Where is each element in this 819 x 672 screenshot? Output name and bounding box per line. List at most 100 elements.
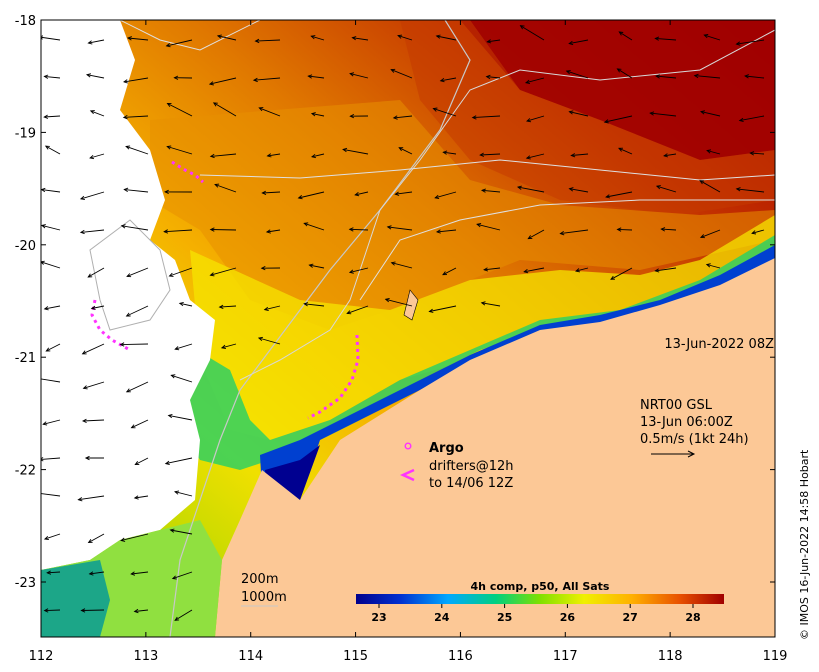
current-vector-head — [442, 150, 448, 155]
current-vector — [82, 343, 105, 355]
current-vector — [126, 267, 149, 277]
map-frame — [40, 19, 776, 638]
current-vector — [41, 378, 61, 383]
current-vector — [606, 191, 633, 198]
current-vector — [736, 39, 765, 45]
current-vector-head — [43, 74, 49, 79]
current-vector — [569, 188, 589, 193]
current-vector — [355, 191, 369, 196]
current-vector — [210, 229, 237, 231]
current-vector — [399, 147, 413, 155]
isobath-line — [359, 199, 775, 301]
current-vector — [41, 189, 61, 193]
current-vector-head — [519, 25, 525, 30]
current-vector-head — [744, 74, 749, 79]
current-vector-head — [390, 68, 396, 73]
current-vector-head — [77, 497, 83, 502]
argo-marker-icon — [404, 442, 412, 450]
current-vector — [121, 225, 149, 231]
current-vector — [343, 148, 369, 155]
current-vector — [476, 223, 501, 231]
current-vector — [123, 115, 149, 118]
isobath-line — [89, 219, 171, 331]
current-vector — [88, 39, 105, 44]
current-vector-head — [649, 111, 655, 116]
current-vector-head — [37, 377, 41, 381]
current-vector-head — [89, 110, 95, 115]
current-vector — [264, 305, 281, 311]
current-vector — [126, 305, 149, 317]
current-vector-head — [130, 424, 136, 429]
current-vector-head — [386, 225, 392, 230]
colorbar-tick-label: 27 — [623, 611, 638, 624]
current-vector-head — [655, 74, 661, 79]
current-vector — [174, 609, 193, 621]
current-vector-head — [570, 153, 576, 158]
current-vector-head — [307, 74, 313, 79]
southwest-cool-patch — [41, 560, 110, 637]
argo-label: Argo — [429, 441, 464, 456]
current-vector-head — [41, 457, 44, 462]
current-vector — [704, 34, 721, 41]
current-vector-head — [559, 231, 565, 236]
current-vector-head — [123, 79, 128, 84]
current-vector-head — [524, 79, 530, 84]
current-vector — [569, 39, 589, 45]
current-vector-head — [476, 223, 482, 228]
current-vector — [433, 108, 457, 117]
current-vector — [259, 107, 281, 117]
current-vector-head — [749, 151, 755, 156]
current-vector-head — [80, 608, 86, 613]
current-vector-head — [220, 344, 226, 349]
current-vector — [167, 146, 193, 155]
current-vector — [168, 414, 193, 421]
current-vector — [41, 261, 61, 269]
current-vector — [134, 609, 149, 612]
current-vector — [480, 153, 501, 156]
current-vector-head — [43, 535, 49, 541]
current-vector-head — [119, 342, 125, 347]
current-vector-head — [354, 192, 360, 197]
current-vector-head — [565, 70, 571, 75]
current-vector — [486, 76, 501, 79]
current-vector-head — [439, 78, 445, 83]
current-vector — [311, 153, 325, 158]
current-vector-head — [693, 73, 699, 79]
credit-text: © IMOS 16-Jun-2022 14:58 Hobart — [798, 449, 811, 640]
current-vector — [210, 153, 237, 157]
island — [403, 289, 419, 321]
current-vector — [120, 533, 149, 541]
warm-transition-region — [400, 20, 775, 215]
current-vector — [262, 191, 281, 194]
current-vector — [517, 186, 545, 193]
current-vector-head — [90, 305, 96, 310]
current-vector-head — [479, 152, 485, 157]
current-vector-head — [618, 147, 624, 152]
current-vector — [131, 571, 149, 575]
current-vector-head — [79, 195, 85, 201]
current-vector — [664, 153, 677, 157]
current-vector-head — [703, 34, 709, 39]
current-vector-head — [342, 147, 348, 153]
current-vector-head — [173, 75, 179, 80]
current-vector — [41, 36, 61, 41]
current-vector — [566, 70, 589, 79]
current-vector-head — [605, 194, 611, 199]
current-vector — [44, 305, 61, 310]
current-vector-head — [170, 374, 176, 379]
current-vector — [135, 457, 149, 465]
isobath-line-1000m — [169, 20, 471, 637]
current-vector-head — [480, 188, 486, 193]
current-vector — [258, 337, 281, 345]
current-vector-head — [434, 194, 440, 199]
current-vector — [221, 343, 237, 349]
current-vector-head — [41, 260, 45, 265]
current-vector — [571, 153, 589, 156]
current-vector-head — [310, 112, 316, 117]
current-vector-head — [41, 224, 46, 229]
current-vector-head — [43, 114, 49, 119]
current-vector-head — [616, 227, 622, 232]
current-vector — [385, 298, 413, 307]
current-vector-head — [164, 460, 170, 465]
colorbar-tick-label: 28 — [685, 611, 700, 624]
